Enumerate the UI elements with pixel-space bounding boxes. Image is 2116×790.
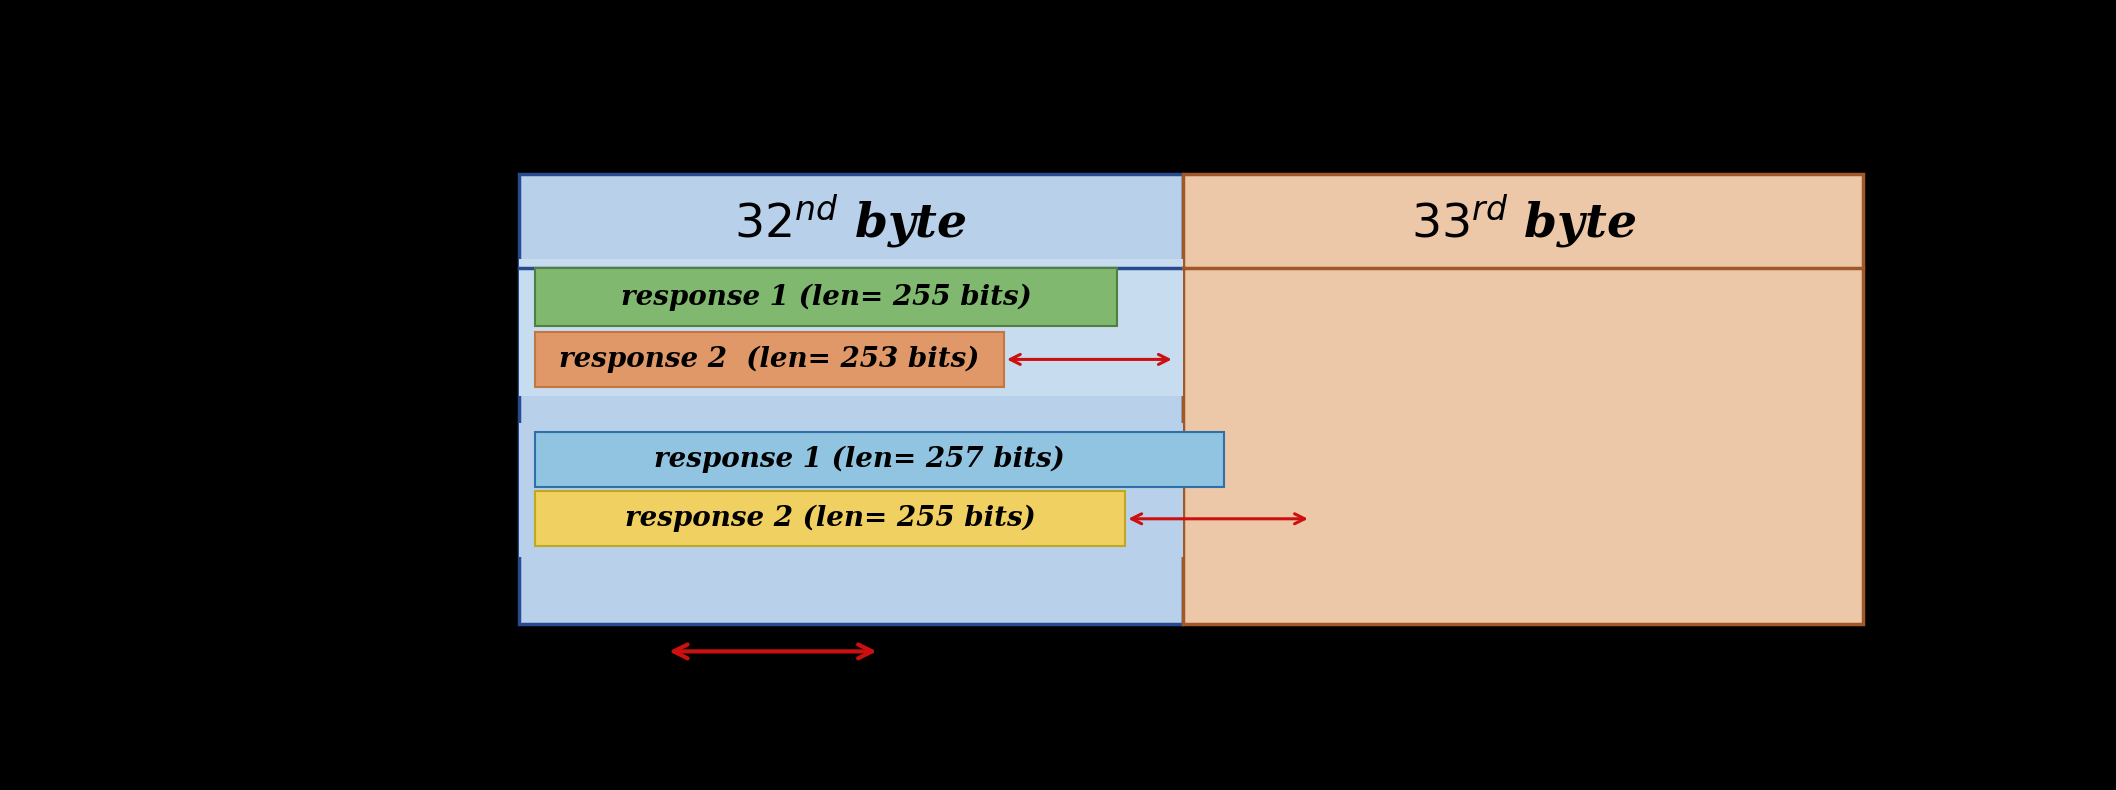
Text: response 2 (len= 255 bits): response 2 (len= 255 bits) bbox=[624, 505, 1035, 532]
Bar bbox=[1183, 174, 1864, 624]
Text: response 2  (len= 253 bits): response 2 (len= 253 bits) bbox=[559, 346, 980, 373]
Bar bbox=[535, 332, 1005, 387]
Text: response 1 (len= 255 bits): response 1 (len= 255 bits) bbox=[620, 284, 1030, 310]
Bar bbox=[535, 268, 1117, 326]
Text: $32^{nd}$ byte: $32^{nd}$ byte bbox=[734, 191, 967, 250]
Bar bbox=[518, 259, 1183, 396]
Bar bbox=[535, 432, 1223, 487]
Bar bbox=[518, 423, 1183, 557]
Bar bbox=[535, 491, 1126, 546]
Bar bbox=[518, 174, 1183, 624]
Text: $33^{rd}$ byte: $33^{rd}$ byte bbox=[1411, 191, 1636, 250]
Text: response 1 (len= 257 bits): response 1 (len= 257 bits) bbox=[654, 446, 1064, 473]
